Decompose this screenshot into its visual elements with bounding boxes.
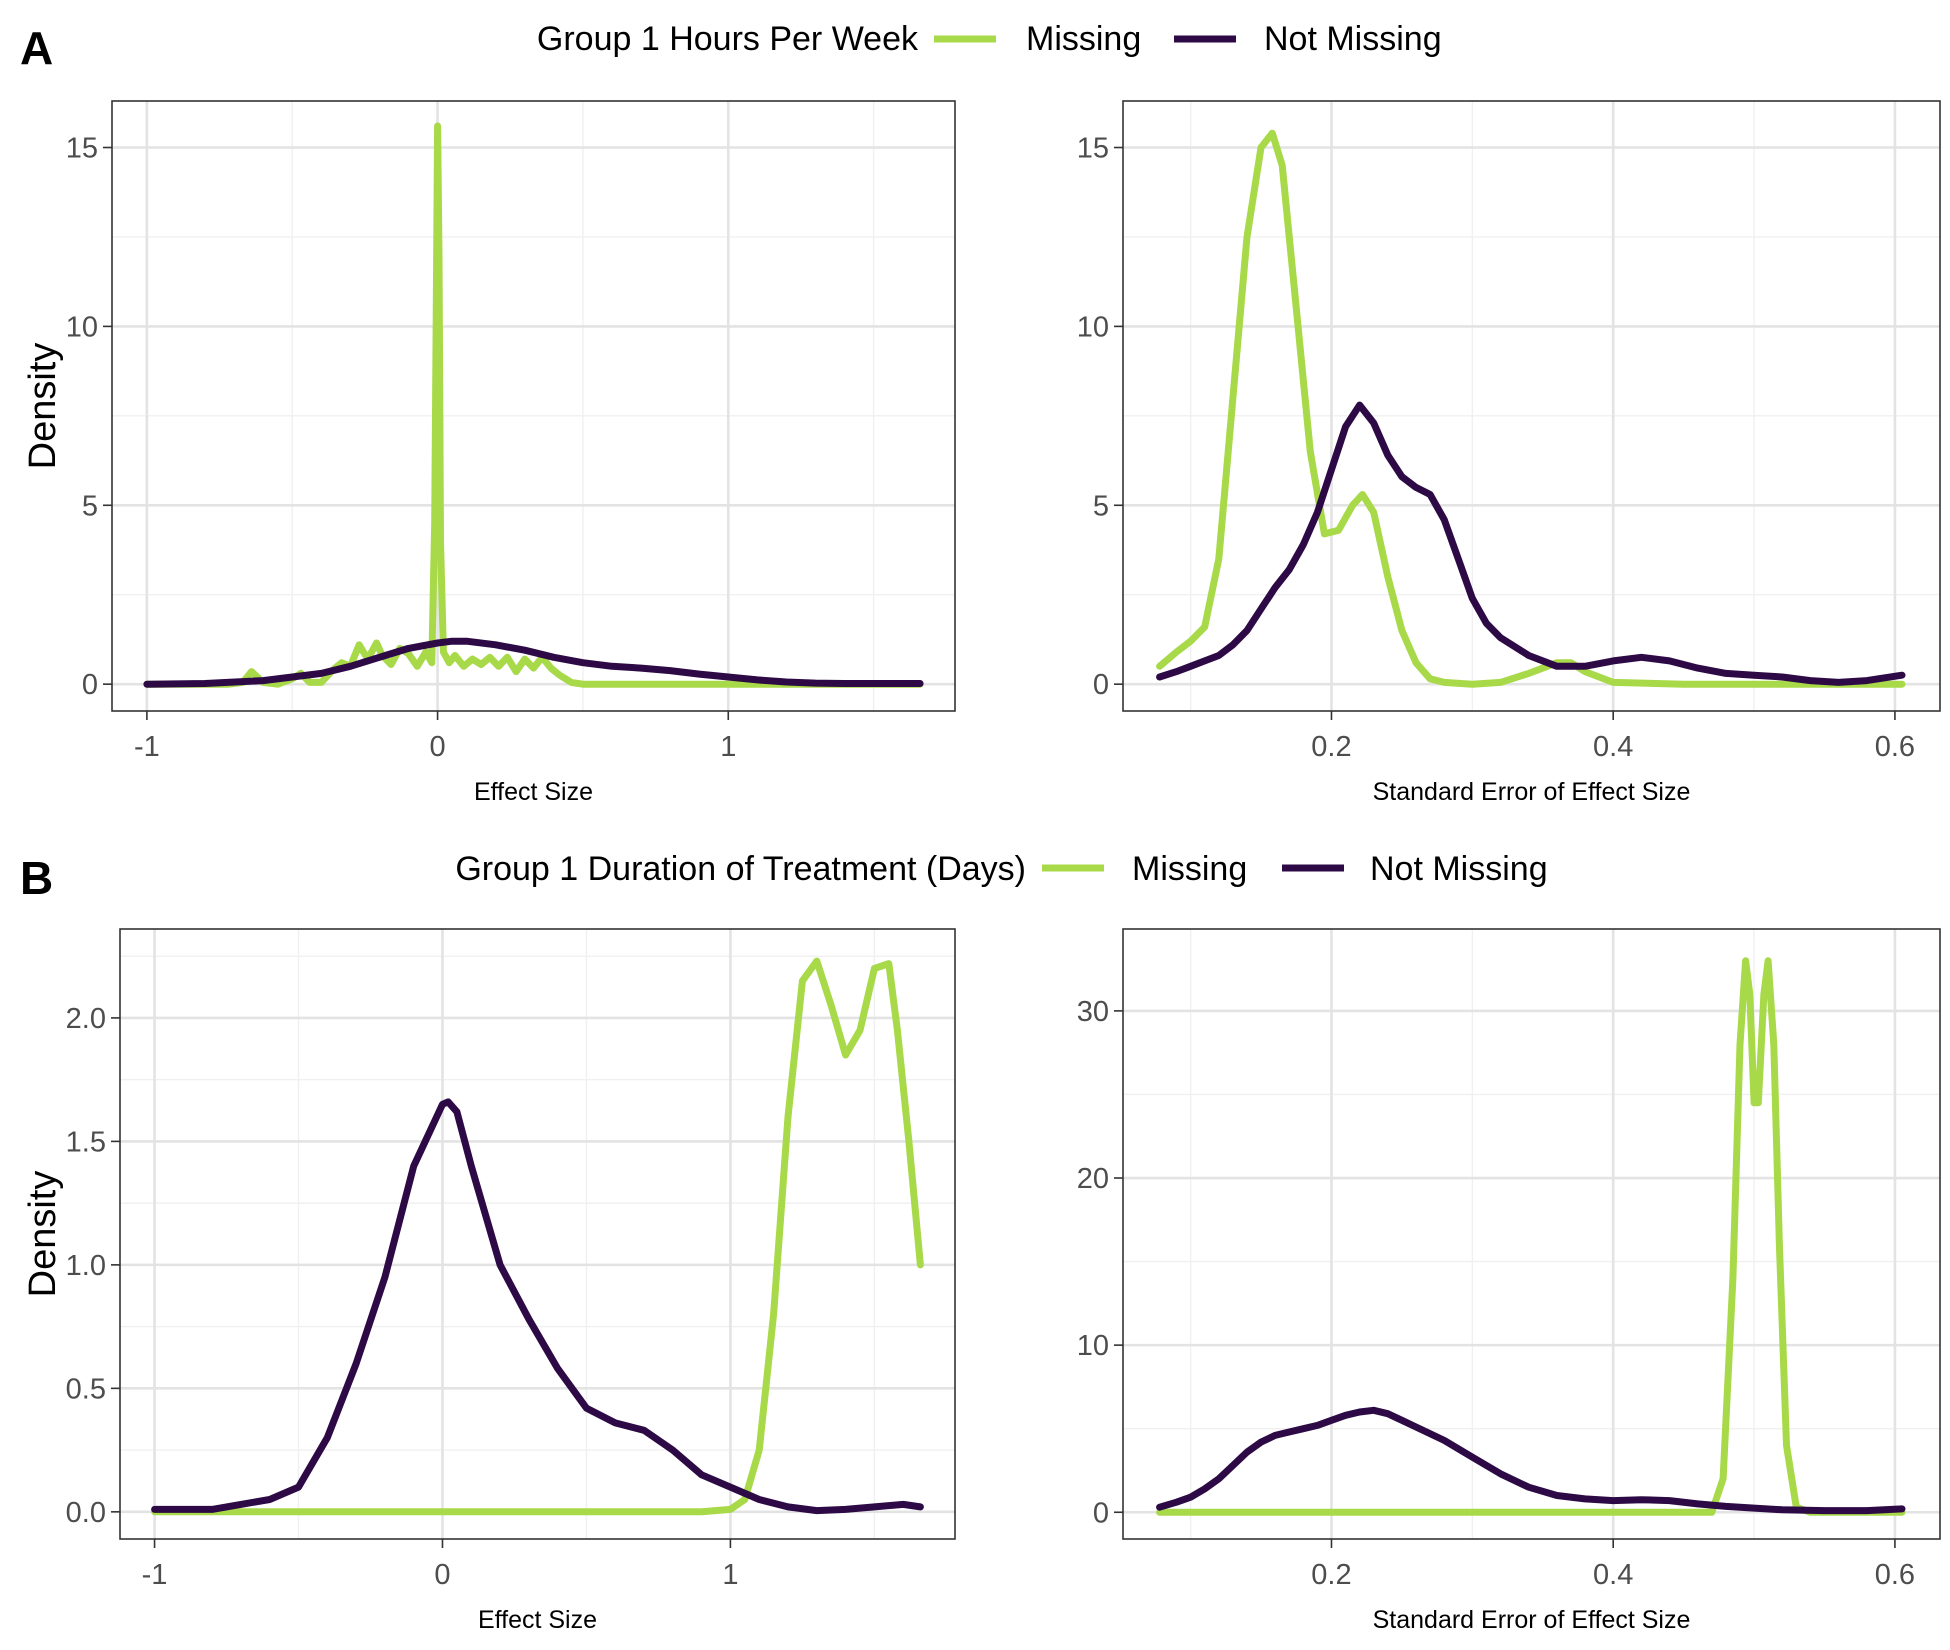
p3-y-tick-label: 30: [1077, 996, 1109, 1028]
panel-b-left: -1 0 1 0.0 0.5 1.0 1.5 2.0 Effect Size Density: [22, 928, 956, 1634]
p2-y-tick-label: 1.5: [66, 1126, 106, 1158]
p3-panel-border: [1122, 928, 1941, 1540]
row-a-header: A Group 1 Hours Per Week Missing Not Mis…: [20, 20, 1442, 74]
p2-series-missing-line: [151, 957, 924, 1516]
p2-x-axis-title: Effect Size: [478, 1606, 597, 1634]
p0-y-tick-label: 0: [82, 669, 98, 701]
p1-y-tick-label: 15: [1077, 133, 1109, 165]
row-b-header: B Group 1 Duration of Treatment (Days) M…: [20, 850, 1548, 904]
panel-letter-b: B: [20, 852, 53, 904]
p2-y-axis-title: Density: [22, 1171, 64, 1298]
p1-x-tick-label: 0.4: [1593, 731, 1633, 763]
legend-a-title: Group 1 Hours Per Week: [537, 20, 919, 58]
p1-y-tick-label: 0: [1093, 669, 1109, 701]
p3-x-tick-label: 0.4: [1593, 1559, 1633, 1591]
p3-y-tick-label: 0: [1093, 1497, 1109, 1529]
p1-y-tick-label: 5: [1093, 490, 1109, 522]
p2-y-tick-label: 1.0: [66, 1250, 106, 1282]
p0-x-tick-label: 0: [430, 731, 446, 763]
p1-y-tick-label: 10: [1077, 311, 1109, 343]
p3-x-tick-label: 0.2: [1311, 1559, 1351, 1591]
p3-plot-background: [1123, 929, 1940, 1539]
p0-series-not-missing-line: [143, 637, 924, 688]
p2-y-tick-label: 0.5: [66, 1373, 106, 1405]
p2-plot-background: [120, 929, 955, 1539]
legend-b-label-not-missing: Not Missing: [1370, 850, 1548, 888]
p0-plot-background: [112, 101, 955, 711]
p2-x-tick-label: 0: [434, 1559, 450, 1591]
p0-x-tick-label: -1: [134, 731, 160, 763]
p3-series-not-missing-line: [1156, 1406, 1906, 1515]
p0-y-tick-label: 15: [66, 133, 98, 165]
p2-panel-border: [119, 928, 956, 1540]
p3-y-tick-label: 10: [1077, 1330, 1109, 1362]
p2-x-tick-label: 1: [722, 1559, 738, 1591]
p0-panel-border: [111, 100, 956, 712]
p0-x-tick-label: 1: [720, 731, 736, 763]
p0-x-axis-title: Effect Size: [474, 778, 593, 806]
p0-y-tick-label: 10: [66, 311, 98, 343]
p1-x-tick-label: 0.2: [1311, 731, 1351, 763]
p2-series-not-missing-line: [151, 1098, 924, 1515]
p1-x-tick-label: 0.6: [1875, 731, 1915, 763]
p3-y-tick-label: 20: [1077, 1163, 1109, 1195]
panel-b-right: 0.2 0.4 0.6 0 10 20 30 Standard Error of Effect…: [1077, 928, 1941, 1634]
legend-a-label-missing: Missing: [1026, 20, 1141, 58]
p3-series-missing-line: [1156, 957, 1906, 1516]
legend-a-label-not-missing: Not Missing: [1264, 20, 1442, 58]
legend-b-title: Group 1 Duration of Treatment (Days): [455, 850, 1026, 888]
panel-letter-a: A: [20, 22, 53, 74]
p2-y-tick-label: 2.0: [66, 1003, 106, 1035]
legend-b-label-missing: Missing: [1132, 850, 1247, 888]
panel-a-right: 0.2 0.4 0.6 0 5 10 15 Standard Error of Effect …: [1077, 100, 1941, 806]
p1-x-axis-title: Standard Error of Effect Size: [1373, 778, 1691, 806]
p0-y-tick-label: 5: [82, 490, 98, 522]
p2-y-tick-label: 0.0: [66, 1497, 106, 1529]
p2-x-tick-label: -1: [142, 1559, 168, 1591]
p1-panel-border: [1122, 100, 1941, 712]
p0-y-axis-title: Density: [22, 343, 64, 470]
p3-x-axis-title: Standard Error of Effect Size: [1373, 1606, 1691, 1634]
p1-plot-background: [1123, 101, 1940, 711]
p3-x-tick-label: 0.6: [1875, 1559, 1915, 1591]
p1-series-not-missing-line: [1156, 401, 1906, 686]
